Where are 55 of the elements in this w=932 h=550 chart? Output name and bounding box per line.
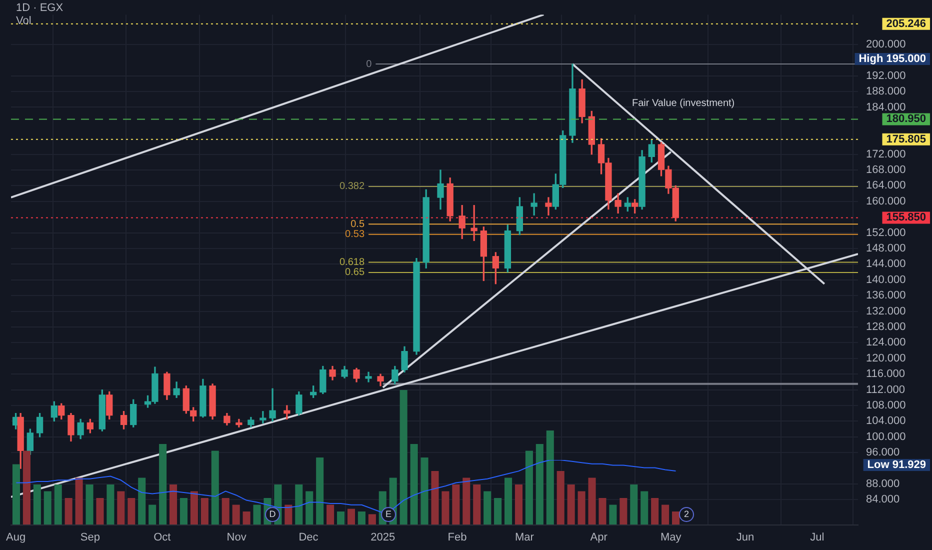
- y-tick-label: 188.000: [866, 86, 906, 98]
- x-tick-label: Jun: [736, 531, 754, 544]
- y-tick-label: 120.000: [866, 352, 906, 364]
- y-tick-label: 172.000: [866, 148, 906, 160]
- text: Low 91.929: [867, 459, 926, 472]
- series-label: 0.65: [345, 267, 365, 278]
- x-tick-label: Jul: [810, 531, 824, 544]
- x-tick-label: May: [660, 531, 682, 544]
- x-tick-label: Dec: [298, 531, 319, 544]
- annotation: 2: [679, 506, 694, 522]
- y-tick-label: 160.000: [866, 195, 906, 208]
- y-tick-label: 124.000: [866, 336, 906, 349]
- ref-line-label: 180.950: [886, 113, 926, 126]
- text: High 195.000: [858, 53, 926, 66]
- y-tick-label: 84.000: [866, 494, 900, 506]
- y-tick-label: 132.000: [866, 305, 906, 318]
- y-tick-label: 116.000: [866, 368, 905, 380]
- x-tick-label: 2025: [370, 531, 396, 544]
- annotation: Fair Value (investment): [632, 98, 735, 109]
- y-tick-label: 96.000: [866, 446, 900, 459]
- y-tick-label: 148.000: [866, 242, 906, 255]
- y-tick-label: 184.000: [866, 101, 906, 114]
- x-tick-label: Feb: [448, 531, 467, 544]
- ref-line-label: 155.850: [886, 212, 926, 224]
- y-tick-label: 104.000: [866, 415, 906, 428]
- y-tick-label: 128.000: [866, 321, 906, 334]
- ref-line-label: 205.246: [886, 18, 926, 30]
- y-tick-label: 136.000: [866, 290, 906, 302]
- y-tick-label: 108.000: [866, 400, 906, 412]
- series-label: 0.5: [350, 218, 365, 230]
- y-tick-label: 168.000: [866, 164, 906, 176]
- chart-title: 1D · EGX: [16, 2, 64, 14]
- y-tick-label: 88.000: [866, 478, 900, 490]
- y-tick-label: 152.000: [866, 226, 906, 239]
- series-label: 0.382: [339, 181, 365, 192]
- series-label: 0.53: [345, 229, 365, 240]
- x-tick-label: Mar: [514, 531, 534, 544]
- x-tick-label: Sep: [80, 531, 100, 544]
- x-tick-label: Aug: [6, 531, 26, 544]
- x-tick-label: Oct: [154, 531, 171, 544]
- y-tick-label: 100.000: [866, 430, 906, 443]
- y-tick-label: 164.000: [866, 180, 906, 192]
- y-tick-label: 112.000: [866, 384, 905, 396]
- annotation: E: [381, 506, 396, 522]
- y-tick-label: 200.000: [866, 38, 906, 50]
- annotation: D: [265, 506, 280, 522]
- y-tick-label: 192.000: [866, 70, 906, 82]
- chart-title: Vol: [16, 15, 32, 27]
- series-label: 0.618: [339, 256, 365, 268]
- y-tick-label: 140.000: [866, 274, 906, 286]
- ref-line-label: 175.805: [886, 133, 926, 146]
- x-tick-label: Nov: [226, 531, 247, 544]
- y-tick-label: 144.000: [866, 258, 906, 270]
- series-label: 0: [366, 58, 372, 70]
- x-tick-label: Apr: [590, 531, 608, 544]
